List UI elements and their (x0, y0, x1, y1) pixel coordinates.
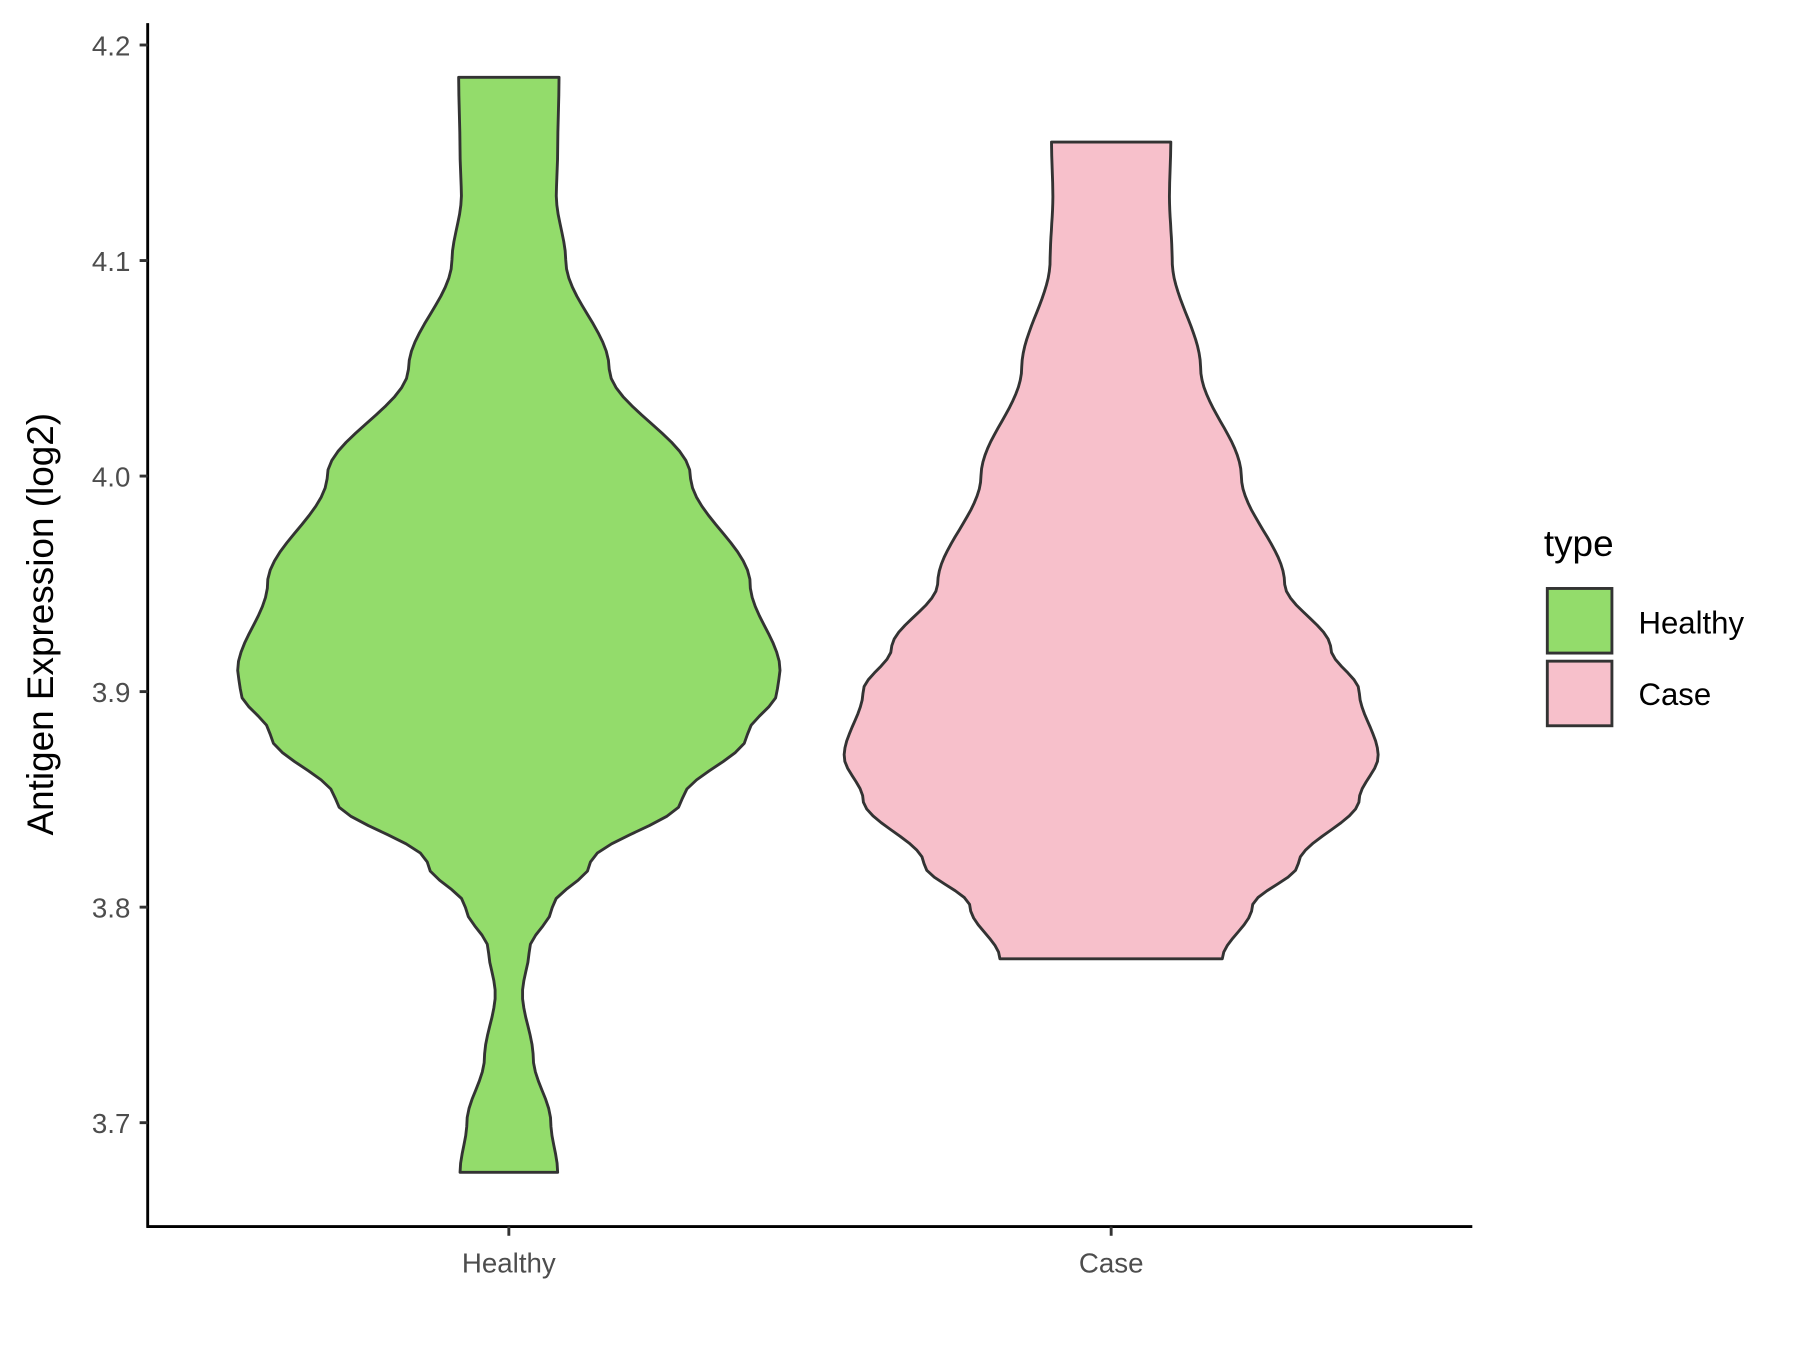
legend-title: type (1544, 523, 1614, 564)
violin-healthy (236, 75, 782, 1174)
x-tick-label: Healthy (462, 1248, 556, 1279)
y-ticks: 3.7 3.8 3.9 4.0 4.1 4.2 (92, 30, 148, 1139)
y-tick-label: 3.7 (92, 1108, 131, 1139)
legend-label-healthy: Healthy (1638, 605, 1744, 640)
x-ticks: Healthy Case (462, 1226, 1144, 1279)
violin-case (842, 140, 1380, 961)
y-tick-label: 4.1 (92, 246, 131, 277)
y-tick-label: 3.9 (92, 677, 131, 708)
y-tick-label: 4.0 (92, 461, 131, 492)
y-tick-label: 4.2 (92, 30, 131, 61)
legend-key-case (1545, 659, 1614, 728)
legend-key-healthy (1545, 587, 1614, 655)
legend: type Healthy Case (1544, 523, 1744, 728)
y-axis-label: Antigen Expression (log2) (20, 413, 61, 836)
legend-label-case: Case (1638, 677, 1711, 712)
x-tick-label: Case (1079, 1248, 1144, 1279)
violins (236, 75, 1380, 1174)
y-tick-label: 3.8 (92, 893, 131, 924)
